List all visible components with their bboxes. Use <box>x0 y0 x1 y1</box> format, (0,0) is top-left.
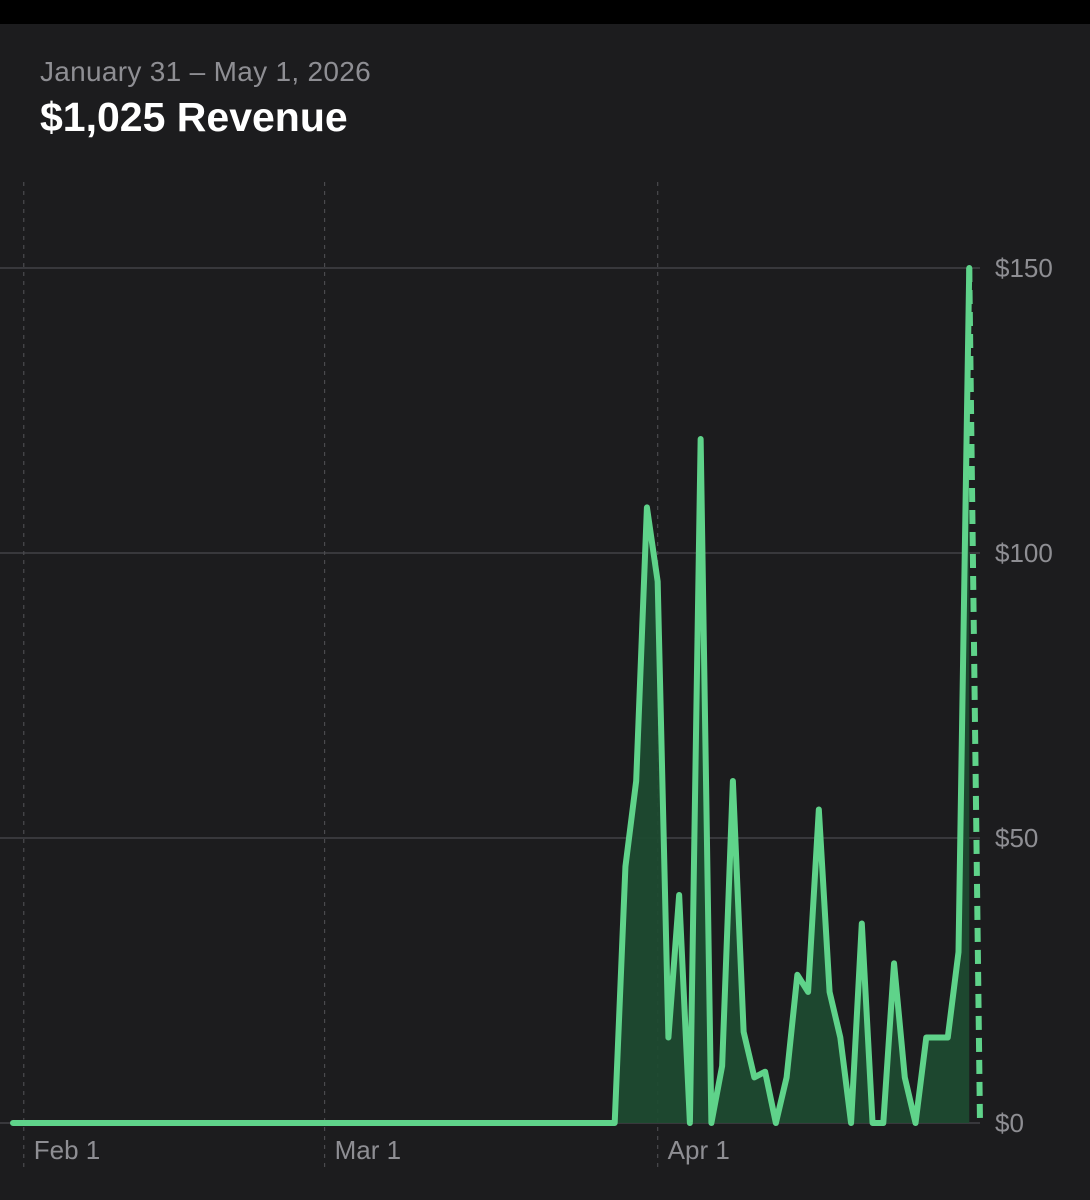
area-fill <box>13 268 970 1123</box>
x-axis-labels: Feb 1 Mar 1 Apr 1 <box>34 1135 730 1165</box>
y-tick-label: $50 <box>995 823 1038 853</box>
series-forecast-segment <box>966 267 983 1124</box>
date-range-label: January 31 – May 1, 2026 <box>40 56 371 87</box>
x-tick-label: Feb 1 <box>34 1135 101 1165</box>
status-bar-strip <box>0 0 1090 24</box>
chart-header: January 31 – May 1, 2026 $1,025 Revenue <box>40 56 371 142</box>
x-tick-label: Apr 1 <box>668 1135 730 1165</box>
y-axis-labels: $150 $100 $50 $0 <box>995 253 1053 1138</box>
y-tick-label: $150 <box>995 253 1053 283</box>
series-line <box>10 265 983 1126</box>
x-tick-label: Mar 1 <box>335 1135 401 1165</box>
y-tick-label: $100 <box>995 538 1053 568</box>
revenue-total: $1,025 Revenue <box>40 94 348 140</box>
vertical-gridlines <box>23 182 659 1168</box>
y-tick-label: $0 <box>995 1108 1024 1138</box>
series-area <box>13 268 970 1123</box>
